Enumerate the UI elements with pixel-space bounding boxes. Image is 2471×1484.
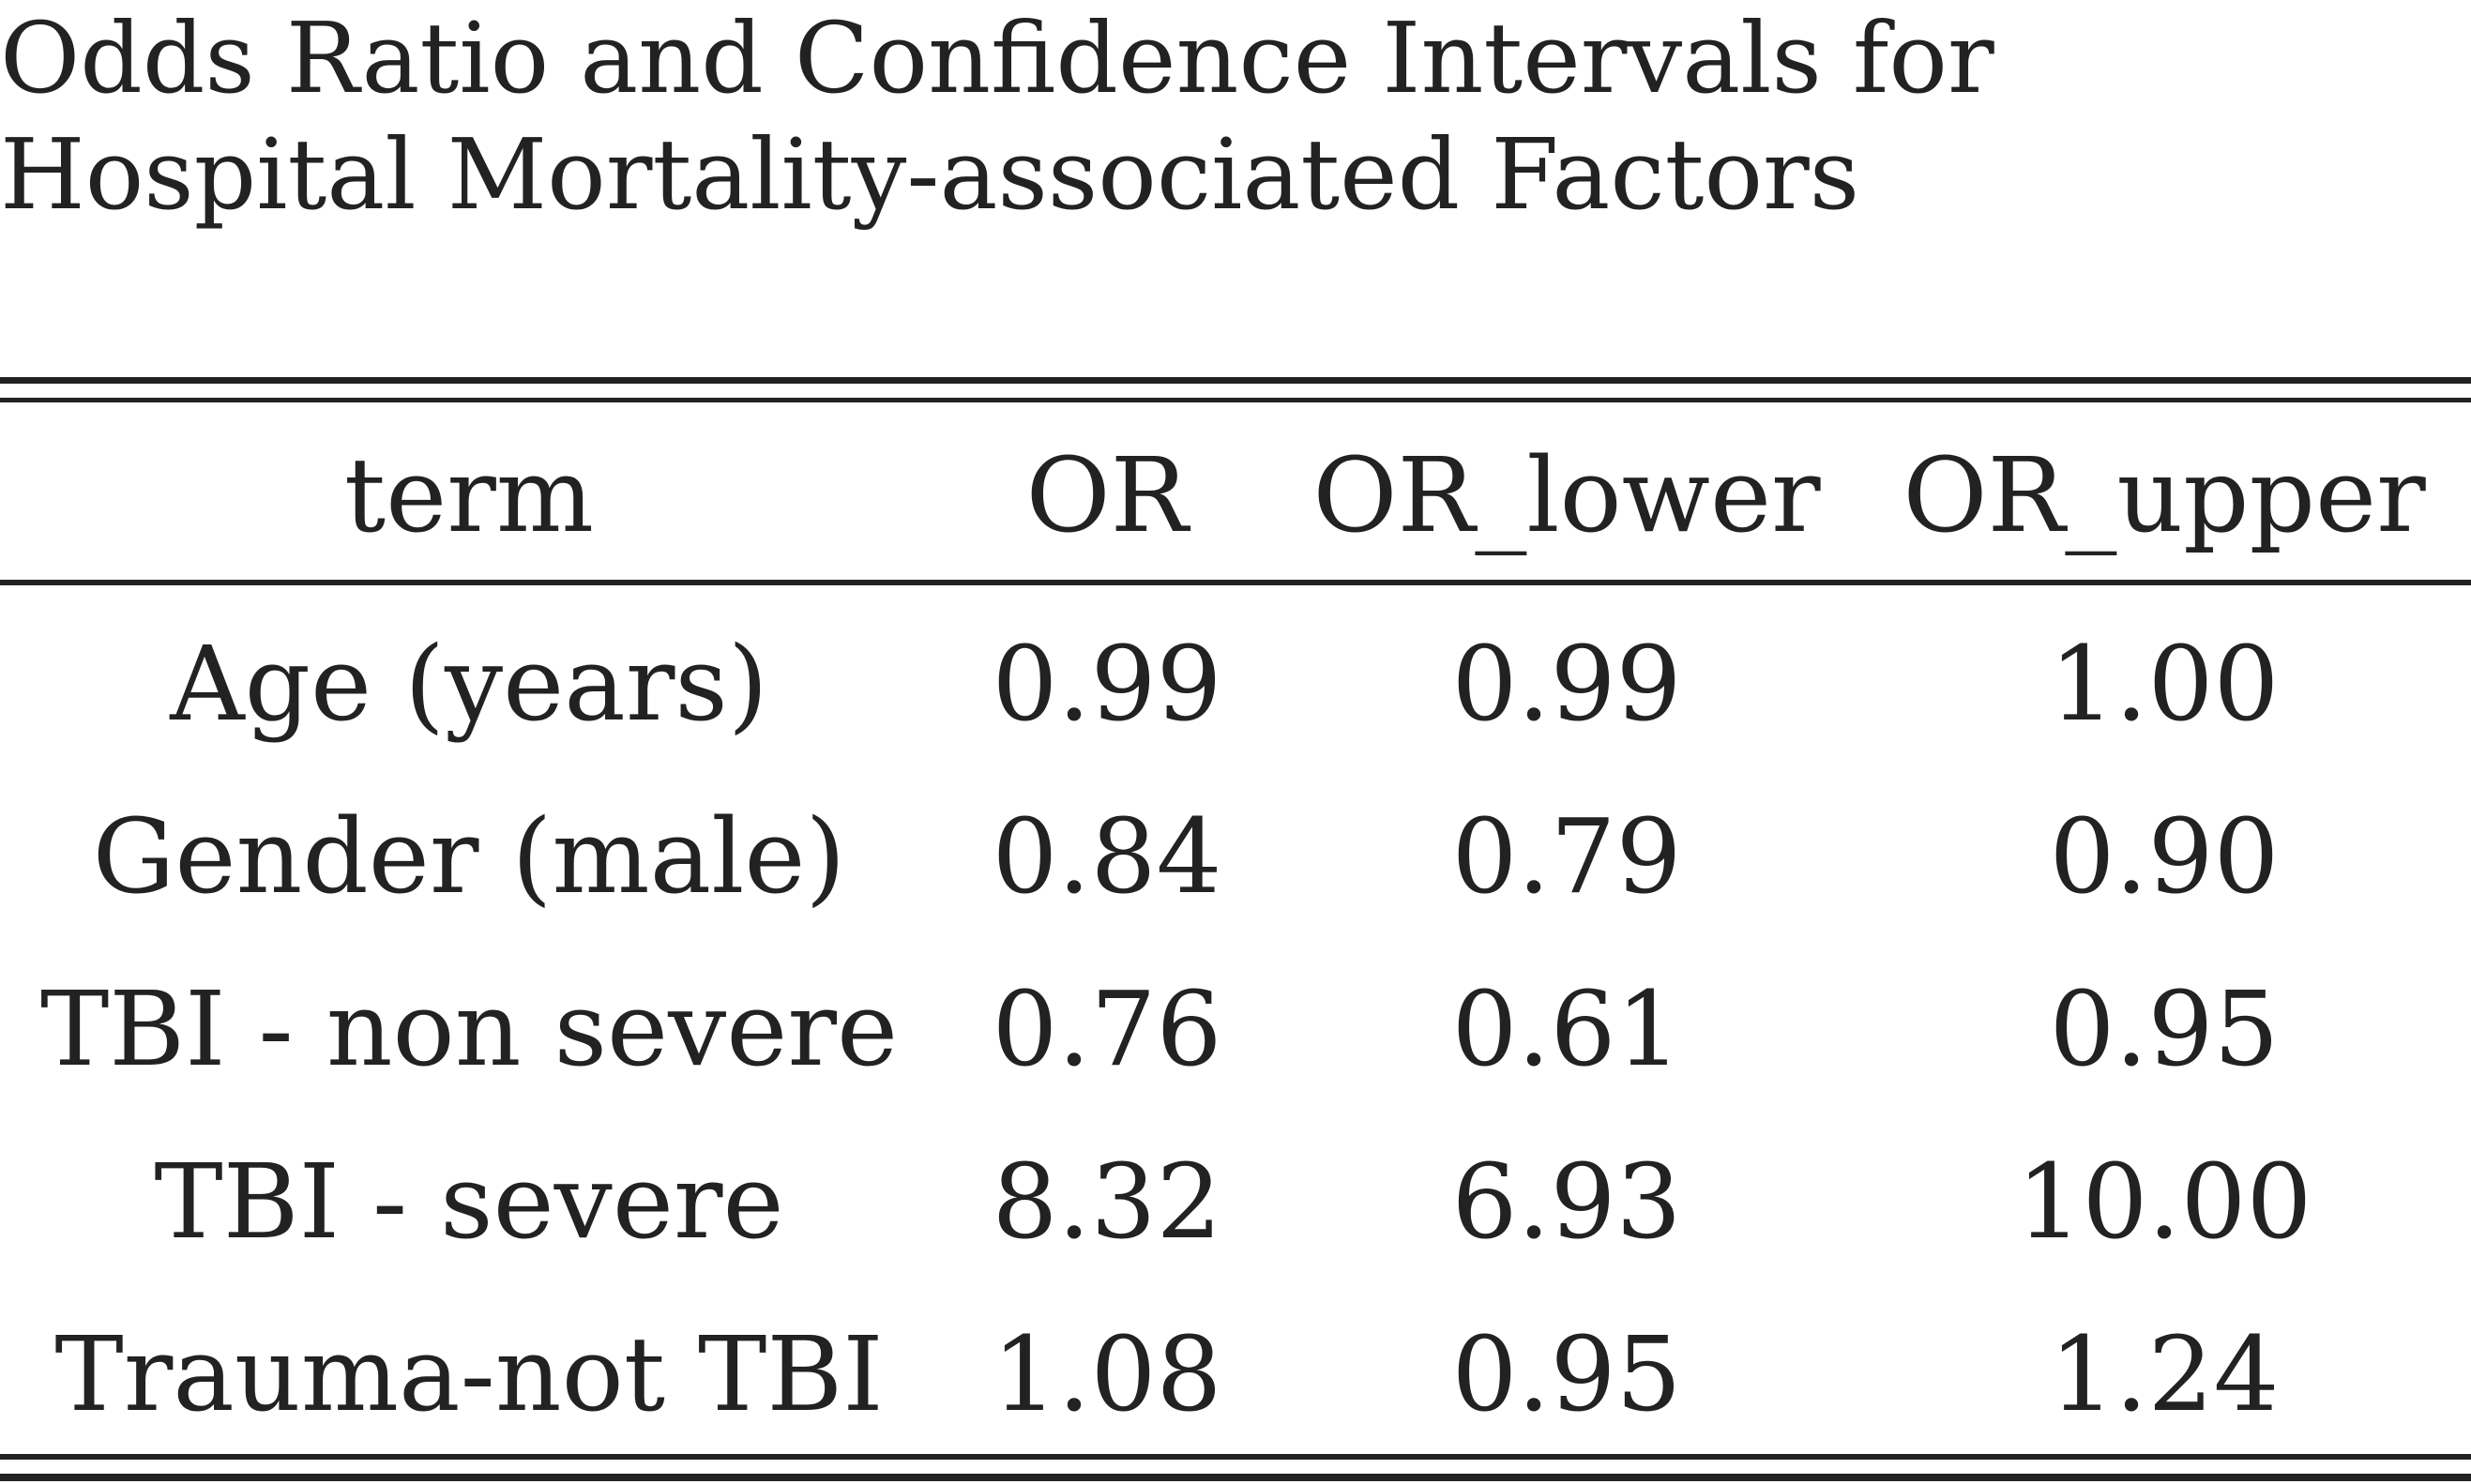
cell-or-upper: 0.95 [2049,969,2280,1089]
cell-or-lower: 6.93 [1451,1142,1682,1262]
table-row: TBI - severe 8.32 6.93 10.00 [0,1115,2471,1288]
title-line-2: Hospital Mortality-associated Factors [0,117,1860,232]
cell-or-lower: 0.61 [1451,969,1682,1089]
cell-or-upper: 10.00 [2016,1142,2312,1262]
cell-term: Gender (male) [92,796,846,916]
cell-or: 0.99 [992,624,1222,744]
cell-term: TBI - non severe [39,969,899,1089]
top-rule-thin [0,398,2471,402]
cell-or: 0.84 [992,796,1222,916]
cell-or-upper: 1.00 [2049,624,2280,744]
column-header-or: OR [1025,434,1189,555]
page-title: Odds Ratio and Confidence Intervals for … [0,0,2471,233]
table-row: Age (years) 0.99 0.99 1.00 [0,586,2471,770]
odds-ratio-table: term OR OR_lower OR_upper Age (years) 0.… [0,403,2471,1461]
cell-or: 8.32 [992,1142,1222,1262]
header-row: term OR OR_lower OR_upper [0,403,2471,586]
cell-term: Age (years) [170,624,768,744]
bottom-rule-thin [0,1454,2471,1460]
cell-or-lower: 0.95 [1451,1314,1682,1434]
top-rule-thick [0,377,2471,384]
cell-term: TBI - severe [154,1142,784,1262]
table-row: Trauma-not TBI 1.08 0.95 1.24 [0,1288,2471,1461]
title-line-1: Odds Ratio and Confidence Intervals for [0,1,1994,115]
cell-term: Trauma-not TBI [54,1314,884,1434]
column-header-or-upper: OR_upper [1903,434,2426,555]
table-row: TBI - non severe 0.76 0.61 0.95 [0,943,2471,1115]
header-rule [0,580,2471,585]
cell-or: 0.76 [992,969,1222,1089]
cell-or-upper: 1.24 [2049,1314,2280,1434]
cell-or: 1.08 [992,1314,1222,1434]
cell-or-upper: 0.90 [2049,796,2280,916]
column-header-term: term [343,434,595,555]
cell-or-lower: 0.99 [1451,624,1682,744]
table-row: Gender (male) 0.84 0.79 0.90 [0,770,2471,943]
cell-or-lower: 0.79 [1451,796,1682,916]
bottom-rule-thick [0,1474,2471,1481]
column-header-or-lower: OR_lower [1312,434,1821,555]
